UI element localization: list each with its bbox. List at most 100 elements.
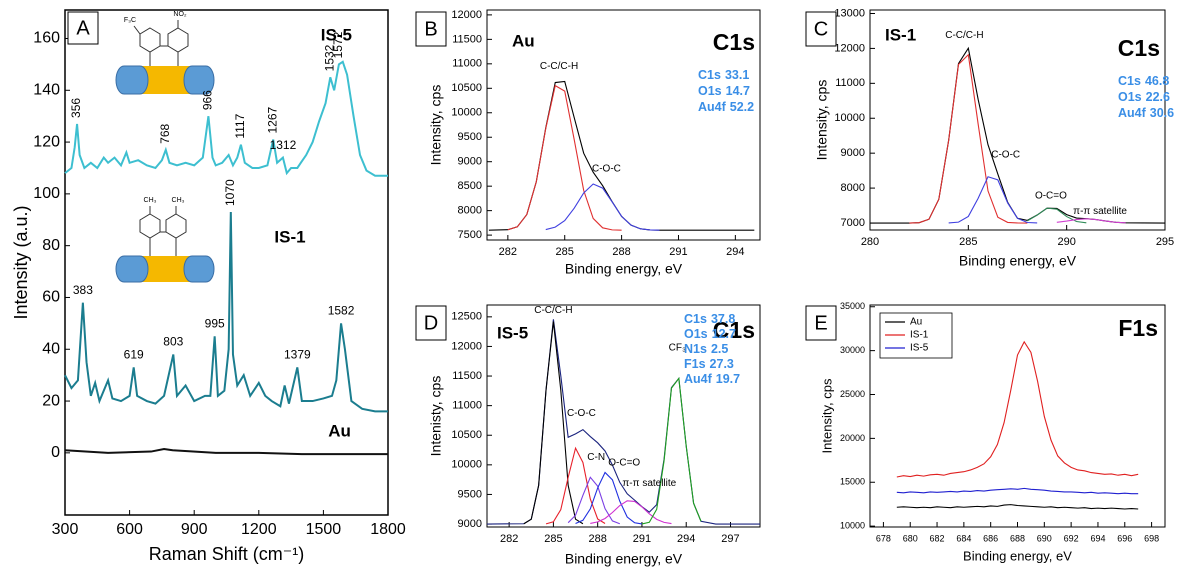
y-tick-label: 9000 — [458, 518, 482, 530]
y-tick-label: 10000 — [834, 112, 865, 124]
element-name: O1s — [684, 327, 708, 341]
y-tick-label: 11500 — [452, 33, 482, 45]
element-name: N1s — [684, 342, 707, 356]
y-axis-label: Intensity (a.u.) — [11, 205, 31, 319]
x-tick-label: 280 — [861, 236, 879, 248]
series-label: IS-1 — [274, 227, 305, 246]
panel-letter-box — [415, 11, 447, 47]
x-tick-label: 686 — [983, 533, 998, 543]
plot-frame — [486, 304, 761, 528]
panel-letter: C — [814, 18, 828, 40]
peak-annotation: C-O-C — [991, 150, 1020, 161]
element-value: 19.7 — [716, 372, 740, 386]
series-label: Au — [328, 422, 351, 441]
y-axis-label: Intenisty, cps — [428, 376, 444, 457]
y-tick-label: 120 — [33, 133, 60, 150]
series-line — [948, 176, 1038, 224]
legend-label: IS-5 — [910, 343, 929, 354]
panel-letter: D — [424, 312, 438, 334]
panel-letter-box — [415, 305, 447, 341]
element-value: 52.2 — [730, 100, 754, 114]
composition: C1s 37.8 — [684, 312, 735, 326]
x-tick-label: 1800 — [370, 521, 406, 538]
x-tick-label: 282 — [499, 246, 517, 258]
substituent: CH₃ — [144, 197, 157, 204]
x-tick-label: 295 — [1156, 236, 1174, 248]
plot-frame — [869, 9, 1166, 231]
composition: N1s 2.5 — [684, 342, 728, 356]
y-tick-label: 8000 — [841, 182, 865, 194]
electrode-cap — [115, 65, 149, 95]
bond — [133, 25, 141, 35]
series-line — [590, 500, 672, 525]
x-axis-label: Binding energy, eV — [959, 253, 1077, 269]
element-name: F1s — [684, 357, 706, 371]
x-tick-label: 600 — [116, 521, 143, 538]
electrode-cap — [183, 255, 215, 283]
peak-label: 1070 — [223, 179, 237, 206]
y-tick-label: 80 — [42, 237, 60, 254]
peak-annotation: C-C/C-H — [540, 61, 578, 72]
panel: 300 600 900 1200 1500 1800 0 20 40 60 80 100 120 140 1… — [11, 9, 406, 564]
series-line — [545, 183, 660, 231]
y-tick-label: 11000 — [452, 400, 482, 412]
peak-annotation: C-N — [587, 452, 605, 463]
x-tick-label: 682 — [930, 533, 945, 543]
spectrum-title: C1s — [713, 317, 755, 343]
x-tick-label: 1500 — [306, 521, 342, 538]
substituent: NO₂ — [173, 11, 187, 18]
x-tick-label: 290 — [1057, 236, 1075, 248]
x-tick-label: 692 — [1064, 533, 1079, 543]
peak-label: 619 — [124, 348, 144, 362]
series-line — [64, 211, 388, 413]
series-line — [1027, 207, 1087, 224]
y-tick-label: 160 — [33, 30, 60, 47]
element-name: C1s — [698, 68, 721, 82]
y-tick-label: 140 — [33, 82, 60, 99]
peak-label: 966 — [201, 90, 215, 110]
panel-letter: E — [814, 312, 827, 334]
peak-annotation: O-C=O — [1035, 190, 1067, 201]
y-tick-label: 35000 — [840, 301, 865, 311]
series-label: IS-5 — [321, 25, 352, 44]
structure-is5: F₃C NO₂ — [115, 11, 215, 95]
panel-letter: B — [424, 18, 437, 40]
y-tick-label: 12000 — [451, 9, 482, 21]
x-tick-label: 300 — [52, 521, 79, 538]
peak-label: 803 — [163, 335, 183, 349]
y-tick-label: 20 — [42, 392, 60, 409]
y-tick-label: 13000 — [834, 7, 865, 19]
peak-label: 768 — [158, 123, 172, 143]
composition: F1s 27.3 — [684, 357, 734, 371]
composition: O1s 14.7 — [698, 84, 750, 98]
panel: 282 285 288 291 294 297 9000 9500 10000 10500 1100… — [415, 304, 761, 567]
x-axis-label: Binding energy, eV — [565, 261, 683, 277]
peak-annotation: π-π satellite — [1073, 206, 1127, 217]
series-line — [523, 321, 584, 525]
panel: 282 285 288 291 294 7500 8000 8500 9000 9500 10000… — [415, 9, 761, 277]
y-tick-label: 8500 — [458, 180, 482, 192]
composition: Au4f 19.7 — [684, 372, 740, 386]
y-tick-label: 10000 — [451, 107, 482, 119]
series-line — [896, 504, 1139, 510]
element-value: 2.5 — [711, 342, 728, 356]
y-tick-label: 100 — [33, 185, 60, 202]
series-line — [507, 84, 622, 231]
element-value: 46.8 — [1145, 74, 1169, 88]
y-tick-label: 12000 — [834, 42, 865, 54]
legend-label: IS-1 — [910, 330, 929, 341]
plot-frame — [64, 9, 389, 516]
y-tick-label: 7000 — [841, 217, 865, 229]
peak-annotation: C-O-C — [567, 408, 596, 419]
y-tick-label: 30000 — [840, 345, 865, 355]
element-value: 33.1 — [725, 68, 749, 82]
element-value: 22.6 — [1146, 90, 1170, 104]
panel: 678 680 682 684 686 688 690 692 694 696 698 10000 15… — [805, 301, 1166, 563]
x-tick-label: 696 — [1117, 533, 1132, 543]
element-value: 37.8 — [711, 312, 735, 326]
y-tick-label: 9000 — [458, 156, 482, 168]
series-line — [545, 446, 606, 525]
x-tick-label: 288 — [612, 246, 630, 258]
element-name: Au4f — [698, 100, 727, 114]
peak-label: 383 — [73, 283, 93, 297]
